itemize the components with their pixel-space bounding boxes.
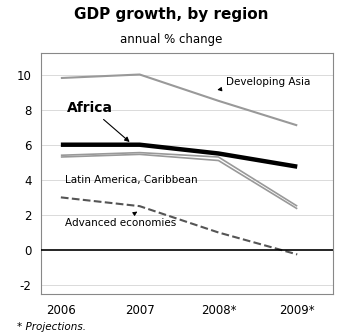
Text: Latin America, Caribbean: Latin America, Caribbean — [65, 175, 198, 185]
Text: Advanced economies: Advanced economies — [65, 212, 176, 228]
Text: annual % change: annual % change — [120, 33, 223, 46]
Text: * Projections.: * Projections. — [17, 322, 86, 332]
Text: Africa: Africa — [67, 101, 129, 141]
Text: GDP growth, by region: GDP growth, by region — [74, 7, 269, 22]
Text: Developing Asia: Developing Asia — [218, 76, 311, 91]
